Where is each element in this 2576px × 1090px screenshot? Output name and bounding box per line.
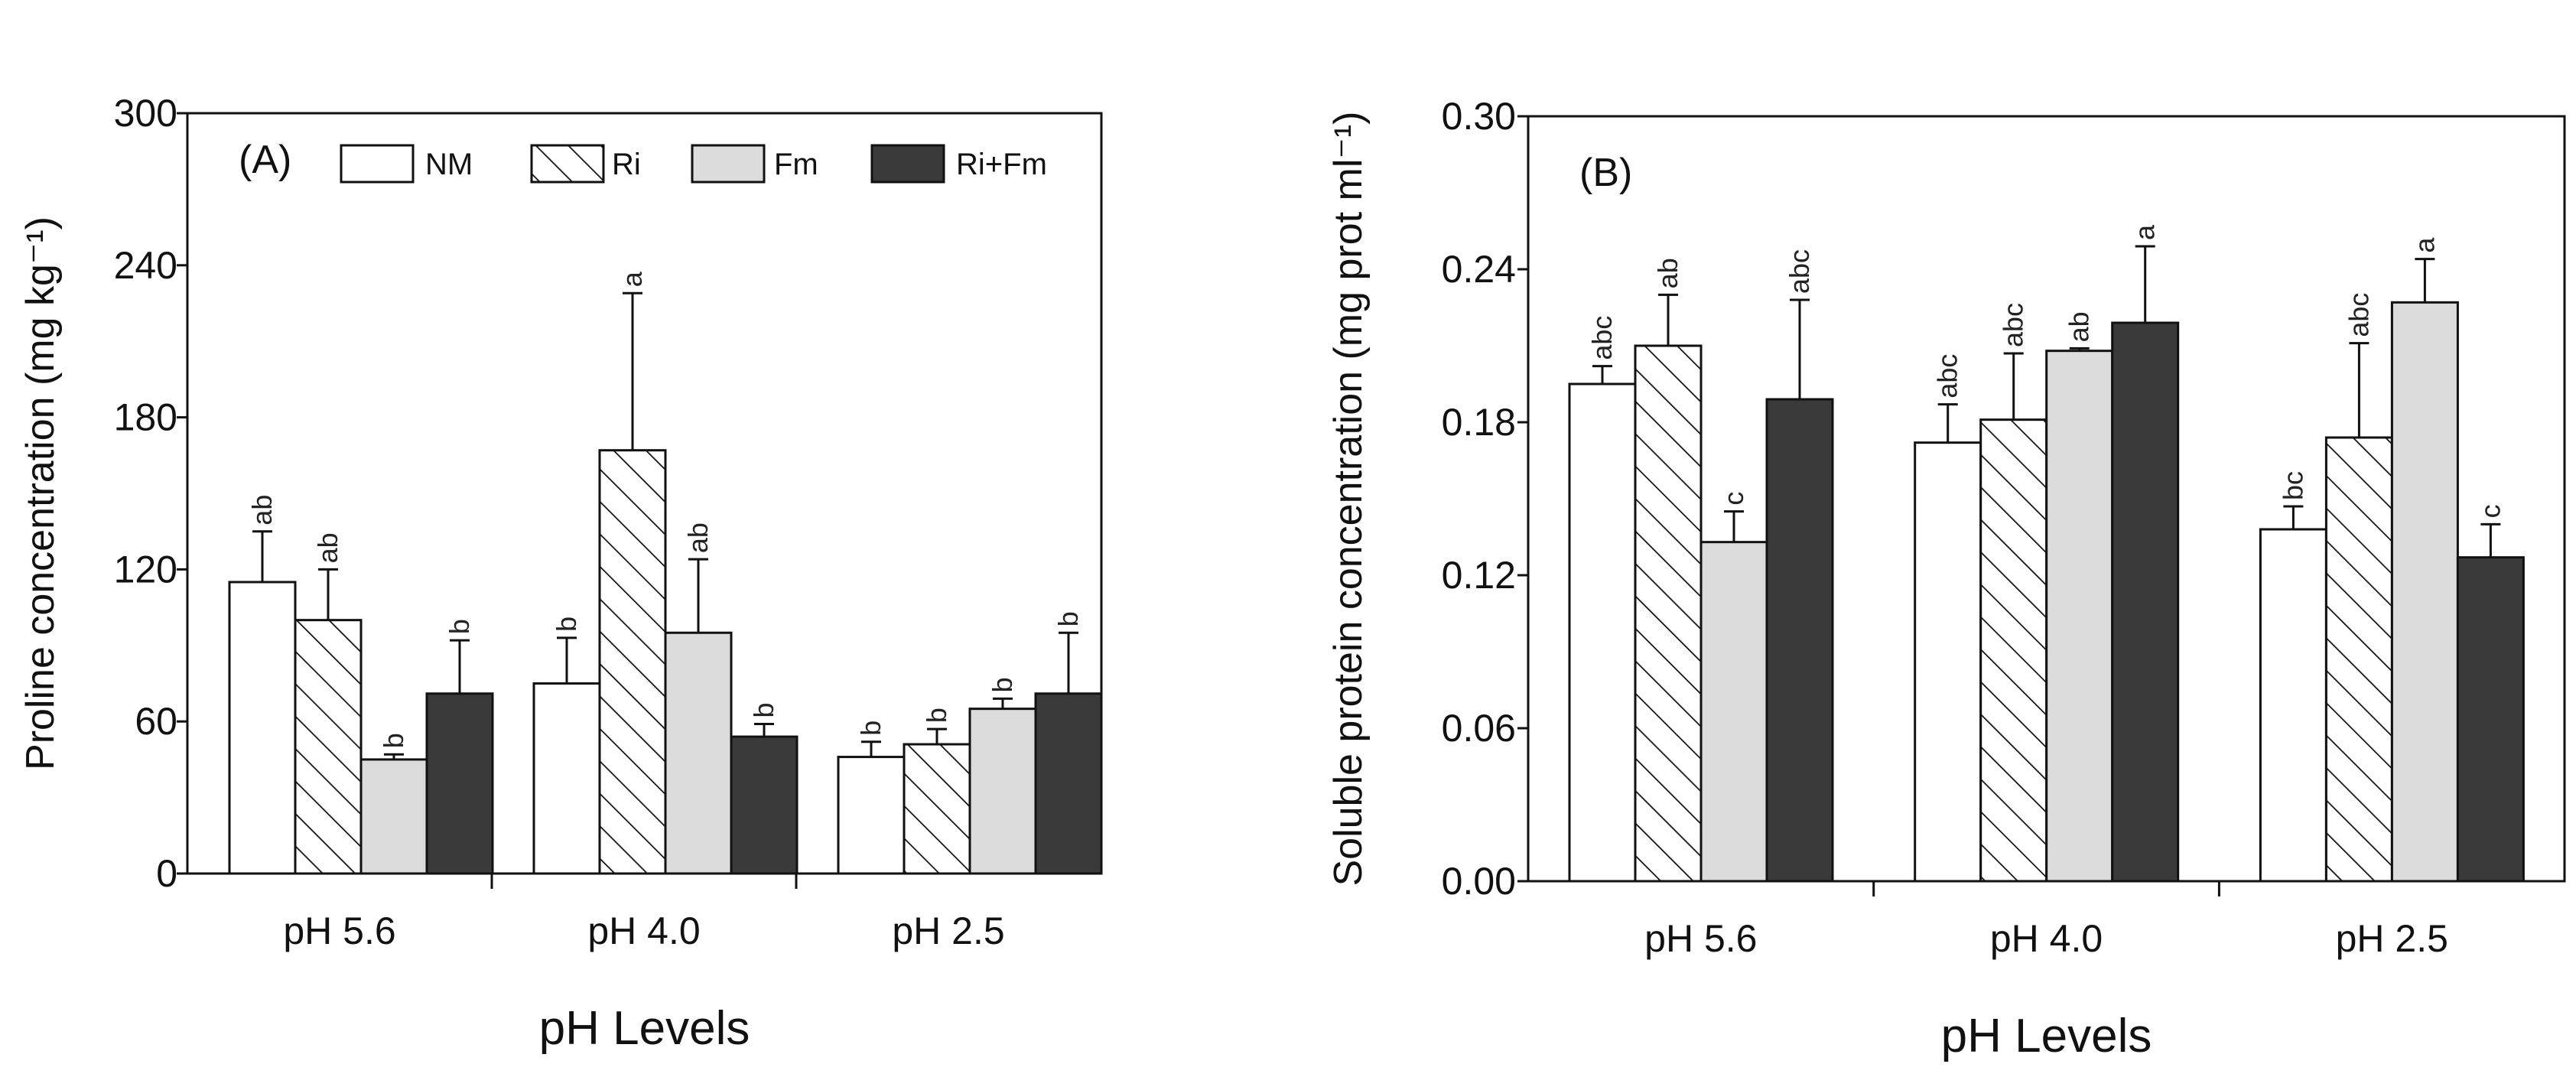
significance-letter: abc <box>1932 354 1963 399</box>
x-tick-label: pH 4.0 <box>587 909 700 952</box>
significance-letter: c <box>1718 492 1749 506</box>
legend-label: Ri+Fm <box>956 148 1047 181</box>
y-ticks-a: 0 60 120 180 240 300 <box>114 92 187 895</box>
bar-fm <box>2045 350 2114 883</box>
bar-nm <box>837 756 906 875</box>
significance-letter: abc <box>1586 316 1618 360</box>
x-axis-label-b: pH Levels <box>1941 1010 2152 1062</box>
x-axis-label-a: pH Levels <box>539 1002 750 1055</box>
y-tick-label: 0.06 <box>1442 707 1516 750</box>
bar-ri <box>1634 344 1703 883</box>
x-ticks-a: pH 5.6 pH 4.0 pH 2.5 <box>283 874 1005 952</box>
significance-letter: b <box>551 617 582 632</box>
significance-letter: a <box>2129 224 2161 240</box>
y-tick-label: 60 <box>135 700 177 743</box>
y-tick-label: 0 <box>156 852 177 895</box>
legend: NM Ri Fm Ri+Fm <box>340 144 1047 184</box>
significance-letter: ab <box>682 522 714 553</box>
legend-label: Fm <box>774 148 818 181</box>
significance-letter: b <box>921 708 952 723</box>
significance-letter: b <box>378 733 409 748</box>
bar-ri-fm <box>730 735 798 875</box>
panel-label-b: (B) <box>1579 151 1632 195</box>
bar-ri <box>294 619 363 875</box>
x-ticks-b: pH 5.6 pH 4.0 pH 2.5 <box>1644 881 2448 960</box>
bar-nm <box>532 682 601 875</box>
significance-letter: ab <box>246 495 278 525</box>
legend-label: NM <box>425 148 473 181</box>
legend-swatch <box>691 144 766 184</box>
significance-letter: ab <box>312 532 343 563</box>
bar-fm <box>1699 541 1768 883</box>
y-axis-label-b: Soluble protein concentration (mg prot m… <box>1326 111 1371 886</box>
bar-nm <box>1568 382 1637 883</box>
y-axis-label-a: Proline concentration (mg kg⁻¹) <box>18 216 63 770</box>
significance-letter: b <box>444 619 475 634</box>
x-tick-label: pH 5.6 <box>283 909 395 952</box>
bar-ri-fm <box>425 692 494 875</box>
bars-b: abc abc bc ab abc abc c ab a abc a c <box>1568 224 2525 883</box>
x-tick-label: pH 4.0 <box>1990 917 2103 960</box>
bar-ri <box>2324 436 2393 883</box>
bar-fm <box>2390 301 2459 883</box>
significance-letter: b <box>1052 611 1084 626</box>
significance-letter: ab <box>1652 258 1683 288</box>
bar-fm <box>359 758 428 875</box>
y-tick-label: 0.18 <box>1442 401 1516 444</box>
significance-letter: a <box>616 271 648 287</box>
x-tick-label: pH 2.5 <box>2336 917 2448 960</box>
legend-swatch <box>870 144 945 184</box>
y-tick-label: 180 <box>114 396 177 439</box>
x-tick-label: pH 5.6 <box>1644 917 1757 960</box>
bar-ri-fm <box>1765 398 1834 883</box>
bar-ri-fm <box>2456 556 2525 883</box>
bar-ri <box>1979 418 2048 883</box>
significance-letter: ab <box>2064 311 2095 342</box>
bar-fm <box>664 631 733 875</box>
bar-fm <box>968 708 1037 875</box>
significance-letter: a <box>2408 237 2440 253</box>
legend-swatch <box>340 144 415 184</box>
significance-letter: abc <box>1784 249 1815 294</box>
y-tick-label: 0.12 <box>1442 554 1516 597</box>
y-tick-label: 120 <box>114 548 177 591</box>
significance-letter: c <box>2474 504 2506 518</box>
bar-ri <box>598 449 667 875</box>
significance-letter: bc <box>2277 471 2308 500</box>
y-tick-label: 0.24 <box>1442 248 1516 291</box>
bar-ri-fm <box>1034 692 1103 875</box>
bar-nm <box>1914 441 1982 883</box>
bar-ri <box>903 743 971 875</box>
y-ticks-b: 0.00 0.06 0.12 0.18 0.24 0.30 <box>1442 95 1528 903</box>
significance-letter: b <box>987 677 1018 692</box>
significance-letter: abc <box>1998 303 2029 347</box>
y-tick-label: 0.30 <box>1442 95 1516 138</box>
significance-letter: b <box>855 721 886 736</box>
panel-label-a: (A) <box>239 138 291 182</box>
bar-nm <box>2259 528 2327 883</box>
legend-label: Ri <box>612 148 641 181</box>
x-tick-label: pH 2.5 <box>892 909 1004 952</box>
significance-letter: b <box>748 702 779 717</box>
y-tick-label: 300 <box>114 92 177 135</box>
chart-panel-b: 0.000.060.120.180.240.30 pH 5.6 pH 4.0 pH … <box>1326 95 2566 1062</box>
bar-nm <box>228 581 297 875</box>
significance-letter: abc <box>2343 293 2374 337</box>
y-tick-label: 240 <box>114 244 177 287</box>
legend-swatch <box>530 144 605 184</box>
bar-ri-fm <box>2111 321 2180 883</box>
y-tick-label: 0.00 <box>1442 860 1516 903</box>
